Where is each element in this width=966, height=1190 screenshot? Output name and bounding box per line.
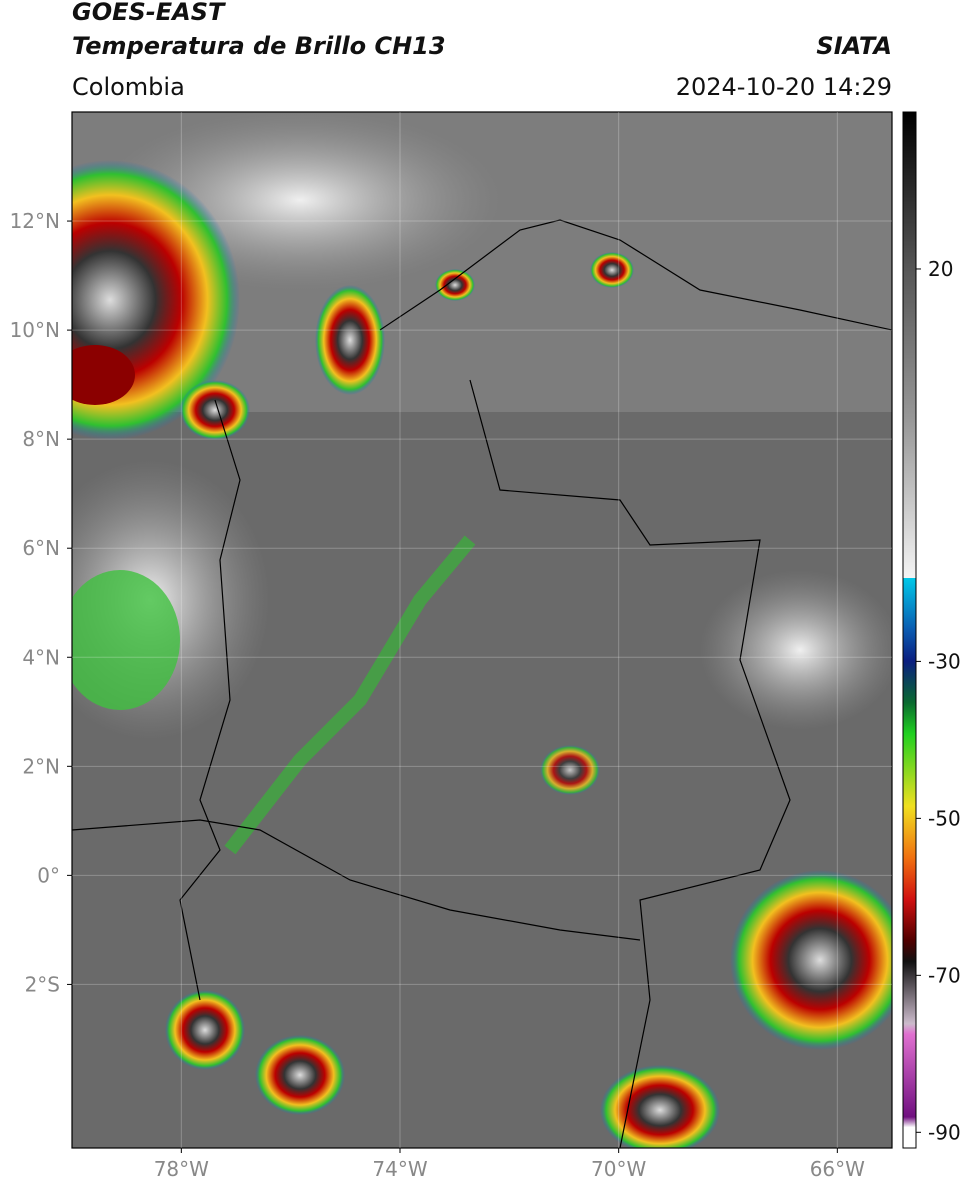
y-tick-label: 4°N [22, 645, 60, 669]
y-tick-label: 0° [37, 863, 60, 887]
x-tick-label: 78°W [154, 1157, 209, 1181]
map-image [72, 112, 892, 1148]
x-tick-label: 66°W [810, 1157, 865, 1181]
timestamp: 2024-10-20 14:29 [676, 73, 892, 101]
y-tick-label: 2°S [25, 972, 60, 996]
y-tick-label: 2°N [22, 754, 60, 778]
source: SIATA [816, 32, 892, 60]
title: GOES-EAST [72, 0, 226, 26]
map-frame [71, 111, 893, 1149]
colorbar-tick-label: -30 [928, 649, 961, 673]
y-tick-label: 8°N [22, 427, 60, 451]
x-tick-label: 74°W [372, 1157, 427, 1181]
y-tick-label: 10°N [10, 318, 60, 342]
region: Colombia [72, 73, 185, 101]
x-tick-label: 70°W [591, 1157, 646, 1181]
colorbar-tick-label: -70 [928, 963, 961, 987]
subtitle: Temperatura de Brillo CH13 [72, 32, 446, 60]
colorbar-tick-label: 20 [928, 257, 953, 281]
y-tick-label: 6°N [22, 536, 60, 560]
colorbar-tick-label: -90 [928, 1120, 961, 1144]
y-tick-label: 12°N [10, 209, 60, 233]
colorbar [902, 111, 917, 1149]
colorbar-tick-label: -50 [928, 806, 961, 830]
